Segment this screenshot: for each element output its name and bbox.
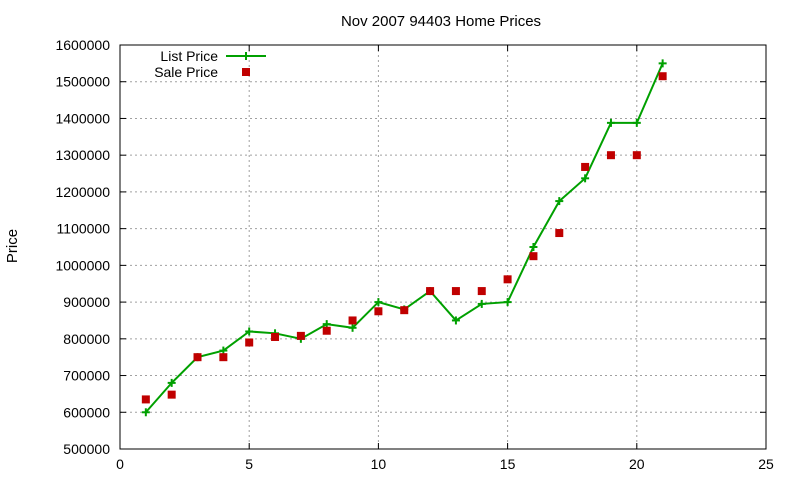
list-price-point [245,327,254,336]
sale-price-point [245,338,254,347]
x-tick-label: 0 [116,456,124,472]
sale-price-point [374,307,383,316]
series-list-price [141,59,667,417]
list-price-point [606,118,615,127]
chart-title: Nov 2007 94403 Home Prices [341,13,541,30]
list-price-point [167,378,176,387]
y-tick-label: 1400000 [55,110,110,126]
list-price-point [451,316,460,325]
y-tick-label: 600000 [63,404,110,420]
x-tick-label: 10 [371,456,387,472]
legend-label: Sale Price [154,64,218,80]
sale-price-point [348,316,357,325]
series-sale-price [141,72,667,404]
legend-swatch-cross [242,52,250,60]
y-tick-label: 700000 [63,368,110,384]
sale-price-point [141,395,150,404]
sale-price-point [400,306,409,315]
list-price-point [658,59,667,68]
sale-price-point [529,252,538,261]
sale-price-point [219,353,228,362]
list-price-point [348,323,357,332]
list-price-point [632,118,641,127]
y-tick-label: 1000000 [55,257,110,273]
sale-price-point [503,275,512,284]
y-tick-label: 1200000 [55,184,110,200]
list-price-point [374,298,383,307]
list-price-point [477,299,486,308]
y-tick-label: 1100000 [57,221,111,237]
list-price-point [503,298,512,307]
axis-ticks: 500000 600000 700000 800000 900000 1000000 110… [55,37,774,472]
list-price-point [555,197,564,206]
sale-price-point [606,151,615,160]
x-tick-label: 20 [629,456,645,472]
list-price-point [529,243,538,251]
y-tick-label: 1300000 [55,147,110,163]
sale-price-point [296,331,305,340]
x-tick-label: 15 [500,456,516,472]
sale-price-point [322,326,331,335]
y-tick-label: 800000 [63,331,110,347]
plot-frame [119,44,767,450]
y-axis-label: Price [4,229,21,263]
sale-price-point [632,151,641,160]
y-tick-label: 1600000 [55,37,110,53]
list-price-point [581,174,590,183]
sale-price-point [451,287,460,296]
sale-price-point [426,287,435,296]
sale-price-point [658,72,667,81]
series-layer [141,59,667,417]
sale-price-point [555,229,564,238]
y-tick-label: 900000 [63,294,110,310]
y-tick-label: 500000 [63,441,110,457]
sale-price-point [167,390,176,399]
y-tick-label: 1500000 [55,74,110,90]
legend-label: List Price [160,48,218,64]
grid [120,45,766,449]
sale-price-point [581,162,590,171]
sale-price-point [477,287,486,296]
legend-swatch-square [242,68,250,76]
sale-price-point [193,353,202,362]
list-price-point [141,408,150,417]
sale-price-point [271,332,280,341]
x-tick-label: 5 [245,456,253,472]
x-tick-label: 25 [758,456,774,472]
